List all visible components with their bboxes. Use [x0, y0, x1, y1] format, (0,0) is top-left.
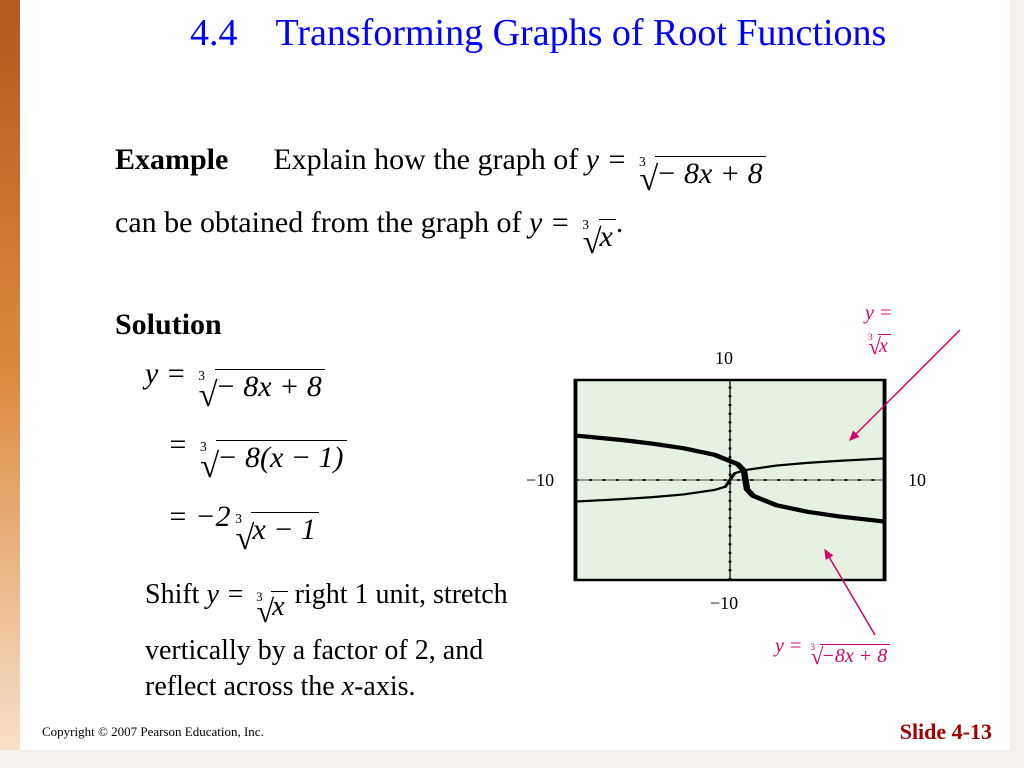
graph-container: 10 −10 −10 10: [560, 370, 900, 590]
axis-label-top: 10: [715, 348, 733, 369]
annot-base: y = 3√x: [865, 302, 900, 360]
slide-body: 4.4 Transforming Graphs of Root Function…: [20, 0, 1010, 750]
copyright: Copyright © 2007 Pearson Education, Inc.: [42, 724, 264, 740]
example-text-a: Explain how the graph of: [273, 143, 585, 176]
graph-svg: [560, 370, 900, 590]
explanation: Shift y = 3√x right 1 unit, stretch vert…: [145, 577, 515, 706]
axis-label-left: −10: [526, 470, 554, 491]
slide-title: 4.4 Transforming Graphs of Root Function…: [190, 10, 940, 58]
eq-base: y = 3√x: [529, 206, 616, 239]
example-label: Example: [115, 143, 228, 176]
eq-main: y = 3√− 8x + 8: [586, 143, 766, 176]
slide-number: Slide 4-13: [900, 719, 992, 745]
example-line: Example Explain how the graph of y = 3√−…: [115, 140, 1005, 265]
axis-label-right: 10: [908, 470, 926, 491]
side-gradient: [0, 0, 20, 750]
example-text-b: can be obtained from the graph of: [115, 206, 529, 239]
annot-transformed: y = 3√−8x + 8: [775, 635, 890, 670]
axis-label-bottom: −10: [710, 593, 738, 614]
